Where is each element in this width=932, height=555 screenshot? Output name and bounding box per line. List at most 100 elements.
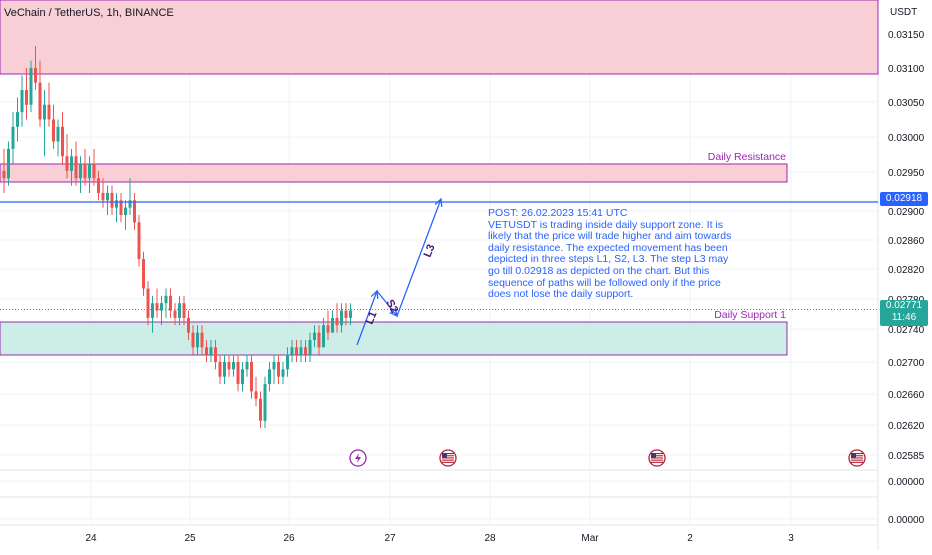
candle[interactable] [164,295,168,304]
candle[interactable] [155,303,159,311]
candle[interactable] [178,303,181,318]
candle[interactable] [173,310,177,318]
candle[interactable] [349,310,352,318]
candle[interactable] [43,104,46,120]
candle[interactable] [304,347,307,355]
resistance-zone-top[interactable] [0,0,879,75]
candle[interactable] [326,325,330,333]
candle[interactable] [196,332,199,348]
candle[interactable] [218,362,222,377]
flag-stripe [851,453,863,455]
candle[interactable] [286,354,289,370]
l3-arrowhead [434,197,443,208]
daily-resistance-zone[interactable] [0,163,788,183]
candle[interactable] [79,163,82,179]
candle[interactable] [106,192,109,201]
candle[interactable] [11,126,15,149]
candle[interactable] [124,207,127,215]
candle[interactable] [272,362,276,370]
us-flag-event-icon[interactable] [648,449,666,467]
candle[interactable] [227,362,231,370]
candle[interactable] [322,325,325,348]
candle[interactable] [92,163,96,179]
candle[interactable] [232,362,235,370]
candle[interactable] [263,384,267,421]
candle[interactable] [160,303,163,311]
candle[interactable] [7,148,10,179]
candle[interactable] [281,369,285,377]
candle[interactable] [317,332,321,348]
projection-path[interactable] [356,198,442,346]
candle[interactable] [137,222,141,260]
candle[interactable] [52,119,55,142]
candle[interactable] [83,163,87,179]
candle[interactable] [146,288,150,318]
candle[interactable] [20,90,24,113]
candle[interactable] [115,200,118,208]
candle[interactable] [182,303,186,318]
candle[interactable] [119,200,123,215]
candle[interactable] [268,369,271,385]
y-tick-label: 0.03050 [888,98,925,109]
candle[interactable] [250,362,253,392]
candle[interactable] [142,259,145,289]
candle[interactable] [313,332,316,340]
candle[interactable] [277,362,280,377]
candle[interactable] [308,339,312,355]
x-tick-label: 25 [184,533,196,544]
candle[interactable] [290,347,294,355]
candle[interactable] [29,68,33,105]
candle[interactable] [259,398,262,421]
candle[interactable] [331,317,334,333]
candle[interactable] [205,347,208,355]
candle[interactable] [169,295,172,311]
flag-stripe [851,455,863,457]
candle[interactable] [70,156,73,171]
us-flag-event-icon[interactable] [439,449,457,467]
candle[interactable] [200,332,204,348]
candle[interactable] [128,200,132,208]
price-axis[interactable] [878,0,932,550]
candle[interactable] [101,192,105,201]
candle[interactable] [214,347,217,362]
currency-label: USDT [890,7,917,18]
candle[interactable] [236,362,240,385]
candle[interactable] [65,156,69,171]
candle[interactable] [110,192,114,208]
candle[interactable] [245,362,249,370]
candle[interactable] [191,332,195,348]
candle[interactable] [25,90,28,105]
lightning-event-icon[interactable] [349,449,367,467]
candle[interactable] [133,200,136,223]
flag-stripe [442,459,454,461]
daily-support-zone[interactable] [0,321,788,356]
candle[interactable] [34,68,37,83]
candle[interactable] [299,347,303,355]
candle[interactable] [47,104,51,120]
candle[interactable] [241,369,244,385]
candle[interactable] [344,310,348,318]
candle[interactable] [88,163,91,179]
candle[interactable] [74,156,78,179]
candle[interactable] [335,317,339,326]
us-flag-event-icon[interactable] [848,449,866,467]
candle[interactable] [340,310,343,326]
candle[interactable] [97,178,100,193]
s2-arrowhead [389,308,398,318]
candle[interactable] [151,303,154,318]
marked-level-badge: 0.02918 [880,192,928,206]
candle[interactable] [56,126,60,142]
candle[interactable] [187,317,190,333]
flag-stripe [442,461,454,463]
candle[interactable] [2,170,6,179]
candle[interactable] [254,391,258,399]
candle[interactable] [223,362,226,377]
x-tick-label: 3 [788,533,794,544]
candle[interactable] [209,347,213,355]
candle[interactable] [38,82,42,120]
candle[interactable] [16,112,19,127]
candle[interactable] [295,347,298,355]
candle[interactable] [61,126,64,157]
